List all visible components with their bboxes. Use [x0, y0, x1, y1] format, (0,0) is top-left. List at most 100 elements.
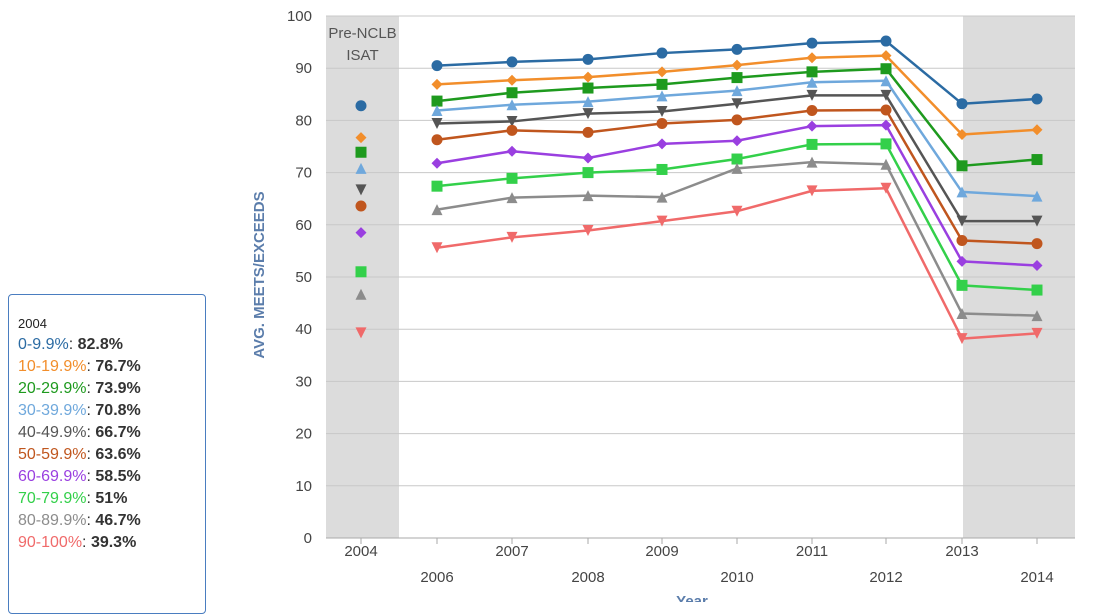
- data-point: [1031, 238, 1043, 250]
- data-point: [355, 288, 367, 300]
- data-point: [806, 156, 818, 168]
- data-point: [1031, 124, 1043, 136]
- tooltip-row-value: 39.3%: [90, 534, 137, 551]
- tooltip-row: 10-19.9%: 76.7%: [18, 356, 205, 378]
- data-point: [880, 35, 892, 47]
- data-point: [582, 71, 594, 83]
- series-90-100%: [355, 182, 1043, 345]
- y-tick-label: 80: [295, 112, 312, 129]
- data-point: [355, 200, 367, 212]
- data-point: [506, 56, 518, 68]
- tooltip-row-separator: :: [86, 468, 96, 485]
- data-point: [806, 37, 818, 49]
- data-point: [956, 255, 968, 267]
- y-tick-label: 100: [287, 8, 312, 25]
- series-line: [436, 160, 1038, 317]
- data-point: [431, 242, 443, 254]
- data-point: [355, 100, 367, 112]
- data-point: [806, 104, 818, 116]
- tooltip-row-value: 70.8%: [95, 402, 141, 419]
- tooltip-row-label: 0-9.9%: [18, 336, 69, 353]
- data-point: [956, 98, 968, 110]
- data-point: [656, 191, 668, 203]
- series-40-49.9%: [355, 89, 1043, 227]
- y-tick-label: 40: [295, 321, 312, 338]
- data-point: [731, 114, 743, 126]
- series-lines: [355, 35, 1043, 345]
- data-point: [956, 215, 968, 227]
- data-point: [656, 215, 668, 227]
- data-point: [731, 72, 743, 84]
- y-tick-label: 90: [295, 60, 312, 77]
- tooltip-row-label: 70-79.9%: [18, 490, 87, 507]
- data-point: [731, 43, 743, 55]
- data-point: [880, 182, 892, 194]
- data-point: [582, 108, 594, 120]
- data-point: [806, 120, 818, 132]
- data-point: [582, 96, 594, 108]
- x-tick-label: 2011: [796, 543, 828, 560]
- series-30-39.9%: [355, 75, 1043, 202]
- series-0-9.9%: [355, 35, 1043, 112]
- data-point: [956, 186, 968, 198]
- data-point: [582, 82, 594, 94]
- data-point: [656, 66, 668, 78]
- data-point: [880, 63, 892, 75]
- tooltip-row: 80-89.9%: 46.7%: [18, 510, 205, 532]
- x-tick-label: 2014: [1020, 569, 1053, 586]
- data-point: [582, 190, 594, 202]
- data-point: [731, 85, 743, 97]
- data-point: [880, 138, 892, 150]
- data-point: [355, 184, 367, 196]
- data-point: [506, 99, 518, 111]
- data-point: [506, 74, 518, 86]
- tooltip-row-label: 30-39.9%: [18, 402, 87, 419]
- data-point: [731, 162, 743, 174]
- data-point: [431, 204, 443, 216]
- data-point: [731, 59, 743, 71]
- x-tick-label: 2004: [344, 543, 377, 560]
- data-point: [506, 192, 518, 204]
- tooltip-row: 50-59.9%: 63.6%: [18, 444, 205, 466]
- x-axis-title: Year: [676, 593, 708, 602]
- data-point: [880, 50, 892, 62]
- x-tick-label: 2010: [720, 569, 753, 586]
- data-point: [431, 60, 443, 72]
- data-point: [506, 115, 518, 127]
- tooltip-row-separator: :: [86, 490, 96, 507]
- data-point: [355, 146, 367, 158]
- data-point: [806, 138, 818, 150]
- tooltip-row-label: 40-49.9%: [18, 424, 87, 441]
- tooltip-row: 20-29.9%: 73.9%: [18, 378, 205, 400]
- y-tick-label: 60: [295, 217, 312, 234]
- data-point: [582, 167, 594, 179]
- series-80-89.9%: [355, 156, 1043, 322]
- data-point: [582, 152, 594, 164]
- data-point: [431, 78, 443, 90]
- data-point: [431, 180, 443, 192]
- gridlines: [326, 15, 1075, 539]
- series-50-59.9%: [355, 104, 1043, 250]
- data-point: [506, 231, 518, 243]
- tooltip-row-value: 46.7%: [95, 512, 141, 529]
- x-tick-label: 2009: [645, 543, 678, 560]
- data-point: [656, 163, 668, 175]
- data-point: [880, 75, 892, 87]
- tooltip-row-separator: :: [86, 358, 96, 375]
- data-point: [731, 98, 743, 110]
- data-point: [806, 89, 818, 101]
- band-label: ISAT: [346, 47, 378, 64]
- series-70-79.9%: [355, 138, 1043, 296]
- y-axis-title: AVG. MEETS/EXCEEDS: [251, 191, 268, 358]
- data-point: [806, 66, 818, 78]
- data-point: [1031, 327, 1043, 339]
- x-axis-ticks: 2004 2006 2007 2008 2009 2010 2011 2012 2013 2014: [344, 538, 1054, 586]
- tooltip-row-value: 66.7%: [95, 424, 141, 441]
- data-point: [431, 95, 443, 107]
- data-point: [1031, 93, 1043, 105]
- data-point: [355, 327, 367, 339]
- data-point: [431, 134, 443, 146]
- data-point: [806, 52, 818, 64]
- tooltip-row-value: 58.5%: [95, 468, 141, 485]
- data-point: [731, 153, 743, 165]
